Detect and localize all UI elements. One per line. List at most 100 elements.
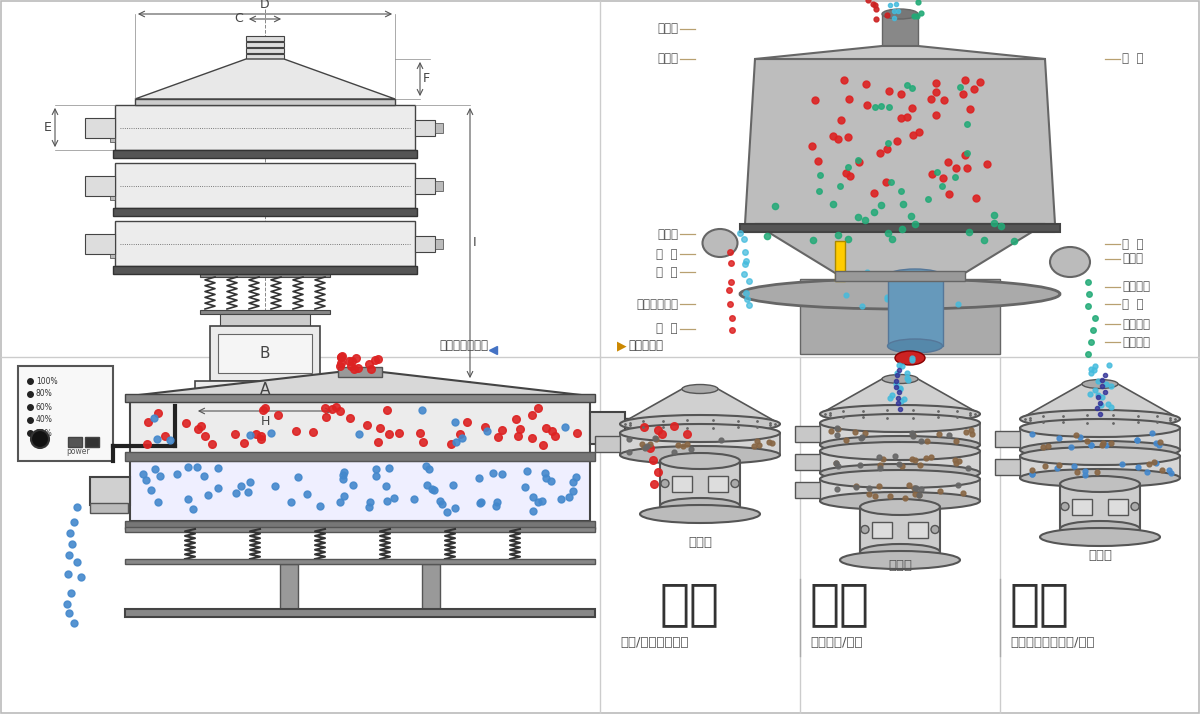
Ellipse shape <box>1020 469 1180 487</box>
Text: 振动电机: 振动电机 <box>1122 318 1150 331</box>
Bar <box>280 564 298 609</box>
Ellipse shape <box>1132 503 1139 511</box>
Ellipse shape <box>1082 380 1118 388</box>
Bar <box>796 482 820 498</box>
Ellipse shape <box>888 269 942 283</box>
Bar <box>125 559 595 564</box>
Ellipse shape <box>820 492 980 510</box>
Bar <box>68 437 82 447</box>
Bar <box>436 123 443 133</box>
Bar <box>125 521 595 529</box>
Ellipse shape <box>1020 441 1180 459</box>
Bar <box>125 527 595 532</box>
Text: 弹  簧: 弹 簧 <box>656 248 678 261</box>
Bar <box>660 461 740 506</box>
Text: 过滤: 过滤 <box>810 580 870 628</box>
Bar <box>246 48 284 53</box>
Ellipse shape <box>1040 528 1160 546</box>
Bar <box>246 36 284 41</box>
Bar <box>908 521 928 538</box>
Ellipse shape <box>820 405 980 423</box>
Bar <box>210 326 320 381</box>
Polygon shape <box>755 224 1045 276</box>
Bar <box>796 426 820 442</box>
Bar <box>110 138 115 141</box>
Text: ▶: ▶ <box>617 339 631 352</box>
Text: A: A <box>260 383 270 398</box>
Text: 双层式: 双层式 <box>1088 549 1112 562</box>
Ellipse shape <box>1020 419 1180 437</box>
Ellipse shape <box>820 464 980 482</box>
Text: 出料口: 出料口 <box>658 228 678 241</box>
Polygon shape <box>820 379 980 414</box>
Bar <box>130 461 590 521</box>
Text: 上部重锤: 上部重锤 <box>1122 281 1150 293</box>
Text: 束  环: 束 环 <box>656 266 678 278</box>
Ellipse shape <box>840 551 960 569</box>
Bar <box>625 418 643 438</box>
Bar <box>835 271 965 281</box>
Text: 60%: 60% <box>36 403 53 411</box>
Ellipse shape <box>702 229 738 257</box>
Bar <box>115 163 415 208</box>
Bar <box>415 119 436 136</box>
Text: 机  座: 机 座 <box>656 323 678 336</box>
Text: B: B <box>259 346 270 361</box>
Bar <box>708 476 728 491</box>
Bar <box>218 334 312 373</box>
Ellipse shape <box>640 505 760 523</box>
Bar <box>110 196 115 199</box>
Bar <box>125 452 595 461</box>
Bar <box>1072 498 1092 515</box>
Bar <box>338 367 382 377</box>
Bar <box>436 238 443 248</box>
Bar <box>422 564 440 609</box>
Ellipse shape <box>820 436 980 454</box>
Text: 进料口: 进料口 <box>658 23 678 36</box>
Ellipse shape <box>660 453 740 469</box>
Ellipse shape <box>820 442 980 460</box>
Text: F: F <box>424 73 430 86</box>
Text: 外形尺寸示意图: 外形尺寸示意图 <box>439 339 488 352</box>
Text: 80%: 80% <box>36 390 53 398</box>
Ellipse shape <box>660 498 740 514</box>
Bar <box>85 118 115 138</box>
Bar <box>194 381 335 399</box>
Ellipse shape <box>682 385 718 393</box>
Text: 超声波 超声波 超声波 超声波 超声波 超声波 超声波 超声波 超声波 超声波: 超声波 超声波 超声波 超声波 超声波 超声波 超声波 超声波 超声波 超声波 <box>282 436 438 442</box>
Bar <box>85 176 115 196</box>
Text: 去除异物/结块: 去除异物/结块 <box>810 635 863 648</box>
Bar <box>740 224 1060 232</box>
Text: 40%: 40% <box>36 416 53 425</box>
Polygon shape <box>134 59 395 99</box>
Ellipse shape <box>740 279 1060 309</box>
Bar <box>590 412 625 444</box>
Ellipse shape <box>1060 521 1140 537</box>
Text: power: power <box>66 446 90 456</box>
Bar <box>113 208 418 216</box>
Bar <box>200 310 330 314</box>
Bar <box>835 241 845 281</box>
Ellipse shape <box>1020 410 1180 428</box>
Ellipse shape <box>1060 476 1140 492</box>
Bar <box>800 279 1000 354</box>
Polygon shape <box>755 46 1045 59</box>
Bar <box>246 54 284 59</box>
Bar <box>415 178 436 193</box>
Text: 结构示意图: 结构示意图 <box>628 339 662 352</box>
Bar <box>995 431 1020 447</box>
Bar <box>85 233 115 253</box>
Bar <box>85 437 98 447</box>
Ellipse shape <box>931 526 940 533</box>
Text: 分级: 分级 <box>660 580 720 628</box>
Bar <box>888 276 943 346</box>
Text: 20%: 20% <box>36 428 53 438</box>
Bar <box>90 503 128 513</box>
Text: 筛  网: 筛 网 <box>1122 53 1144 66</box>
Bar <box>595 436 620 452</box>
Ellipse shape <box>860 499 940 515</box>
Text: 颗粒/粉末准确分级: 颗粒/粉末准确分级 <box>620 635 689 648</box>
Ellipse shape <box>882 375 918 383</box>
Ellipse shape <box>731 480 739 488</box>
Text: 网  架: 网 架 <box>1122 238 1144 251</box>
